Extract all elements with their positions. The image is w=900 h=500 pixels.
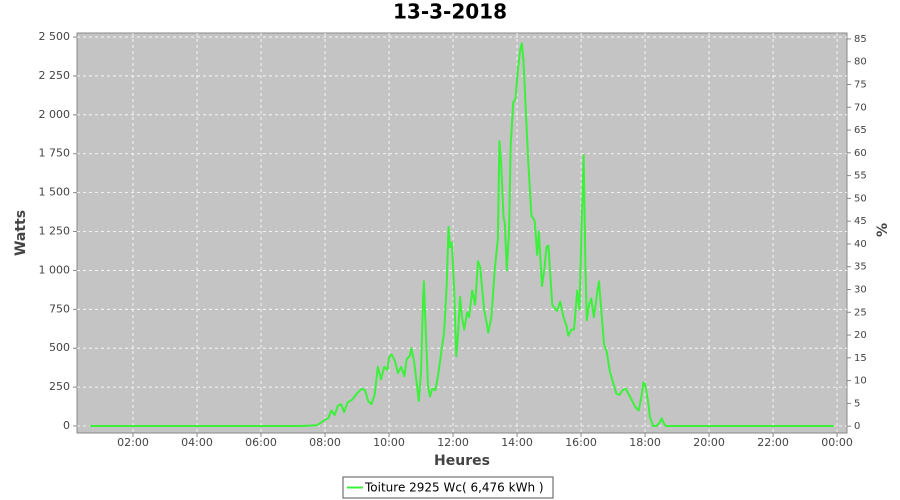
y2-tick-label: 10 [854, 376, 867, 387]
x-tick-label: 10:00 [373, 436, 405, 449]
y2-tick-label: 50 [854, 193, 867, 204]
legend-label: Toiture 2925 Wc( 6,476 kWh ) [364, 481, 544, 495]
y-tick-label: 1 000 [39, 263, 71, 276]
y2-tick-label: 65 [854, 125, 867, 136]
y2-tick-label: 60 [854, 148, 867, 159]
x-tick-label: 06:00 [245, 436, 277, 449]
y-tick-label: 750 [49, 302, 70, 315]
y2-tick-label: 80 [854, 57, 867, 68]
y2-tick-label: 30 [854, 284, 867, 295]
y-tick-label: 2 000 [39, 108, 71, 121]
x-tick-label: 14:00 [501, 436, 533, 449]
series-line [90, 42, 834, 427]
y2-tick-label: 20 [854, 330, 867, 341]
y-tick-label: 2 500 [39, 30, 71, 43]
y2-tick-label: 70 [854, 102, 867, 113]
y2-tick-label: 35 [854, 262, 867, 273]
y2-tick-label: 85 [854, 34, 867, 45]
y2-tick-label: 25 [854, 307, 867, 318]
y-tick-label: 500 [49, 341, 70, 354]
y-tick-label: 2 250 [39, 69, 71, 82]
x-tick-label: 00:00 [821, 436, 853, 449]
x-tick-label: 22:00 [757, 436, 789, 449]
x-axis-label: Heures [434, 453, 490, 469]
legend: Toiture 2925 Wc( 6,476 kWh ) [342, 476, 554, 499]
legend-box [342, 476, 554, 499]
y-tick-label: 0 [63, 419, 70, 432]
x-tick-label: 18:00 [629, 436, 661, 449]
x-tick-label: 04:00 [181, 436, 213, 449]
y2-tick-label: 0 [854, 421, 860, 432]
y2-tick-label: 75 [854, 79, 867, 90]
y2-tick-label: 55 [854, 171, 867, 182]
x-tick-label: 20:00 [693, 436, 725, 449]
x-tick-label: 08:00 [309, 436, 341, 449]
y-tick-label: 250 [49, 380, 70, 393]
y-tick-label: 1 500 [39, 186, 71, 199]
y2-tick-label: 15 [854, 353, 867, 364]
x-tick-label: 16:00 [565, 436, 597, 449]
x-tick-label: 12:00 [437, 436, 469, 449]
y2-tick-label: 40 [854, 239, 867, 250]
y2-tick-label: 45 [854, 216, 867, 227]
y2-tick-label: 5 [854, 398, 860, 409]
y2-axis-label: % [875, 223, 891, 237]
y-tick-label: 1 250 [39, 225, 71, 238]
x-tick-label: 02:00 [117, 436, 149, 449]
plot-area [76, 32, 848, 434]
y-axis-label: Watts [13, 210, 29, 256]
y-tick-label: 1 750 [39, 147, 71, 160]
chart-title: 13-3-2018 [393, 0, 507, 24]
